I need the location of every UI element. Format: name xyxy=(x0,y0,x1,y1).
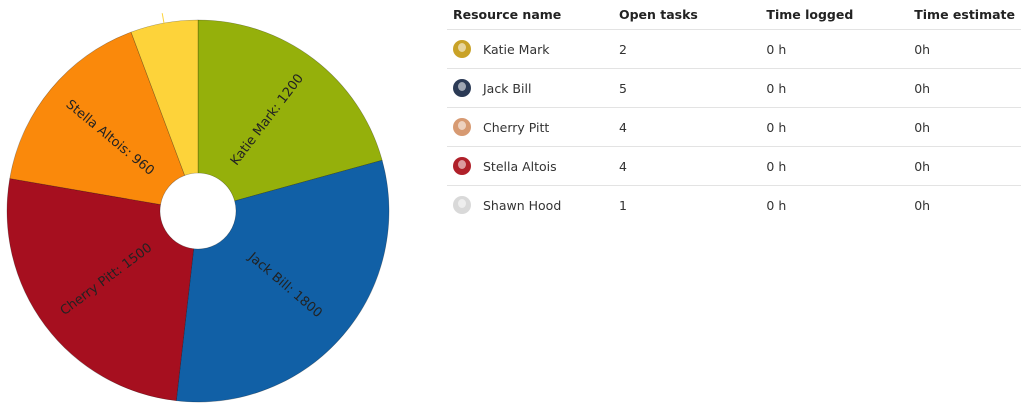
avatar xyxy=(453,79,471,97)
header-time-estimate[interactable]: Time estimate xyxy=(908,0,1021,30)
time-logged-value: 0 h xyxy=(766,197,787,213)
slice-stella-altois[interactable] xyxy=(9,31,186,205)
open-tasks-value: 5 xyxy=(612,68,761,108)
open-tasks-value: 4 xyxy=(612,107,761,147)
avatar xyxy=(453,40,471,58)
resource-name: Cherry Pitt xyxy=(483,119,550,135)
time-estimate-value: 0h xyxy=(908,146,1021,186)
slice-leader-line xyxy=(161,13,165,24)
resource-table: Resource name Open tasks Time logged Tim… xyxy=(447,0,1021,224)
time-logged-value: 0 h xyxy=(760,107,909,147)
header-open-tasks[interactable]: Open tasks xyxy=(612,0,761,30)
time-estimate-value: 0h xyxy=(914,197,931,213)
table-row[interactable]: Katie Mark 2 0 h 0h xyxy=(447,29,1021,69)
resource-name: Katie Mark xyxy=(483,41,550,57)
table-row[interactable]: Cherry Pitt 4 0 h 0h xyxy=(447,107,1021,147)
resource-name: Shawn Hood xyxy=(483,197,562,213)
slice-jack-bill[interactable] xyxy=(175,159,390,403)
avatar xyxy=(453,157,471,175)
table-row[interactable]: Stella Altois 4 0 h 0h xyxy=(447,146,1021,186)
slice-cherry-pitt[interactable] xyxy=(6,178,195,402)
time-estimate-value: 0h xyxy=(908,68,1021,108)
donut-chart: Katie Mark: 1200 Jack Bill: 1800 Cherry Pi… xyxy=(0,0,400,409)
time-logged-value: 0 h xyxy=(760,146,909,186)
table-header-row: Resource name Open tasks Time logged Tim… xyxy=(447,0,1021,30)
open-tasks-value: 2 xyxy=(612,29,761,69)
time-estimate-value: 0h xyxy=(908,107,1021,147)
avatar xyxy=(453,196,471,214)
time-estimate-value: 0h xyxy=(908,29,1021,69)
slice-katie-mark[interactable] xyxy=(197,19,383,202)
slice-shawn-hood[interactable] xyxy=(130,19,199,176)
avatar xyxy=(453,118,471,136)
table-row[interactable]: Jack Bill 5 0 h 0h xyxy=(447,68,1021,108)
header-time-logged[interactable]: Time logged xyxy=(760,0,909,30)
table-row[interactable]: Shawn Hood 1 0 h 0h xyxy=(447,186,1021,225)
resource-name: Stella Altois xyxy=(483,158,557,174)
time-logged-value: 0 h xyxy=(760,68,909,108)
header-resource-name[interactable]: Resource name xyxy=(447,0,613,30)
open-tasks-value: 1 xyxy=(618,197,627,213)
open-tasks-value: 4 xyxy=(612,146,761,186)
time-logged-value: 0 h xyxy=(760,29,909,69)
resource-name: Jack Bill xyxy=(483,80,532,96)
